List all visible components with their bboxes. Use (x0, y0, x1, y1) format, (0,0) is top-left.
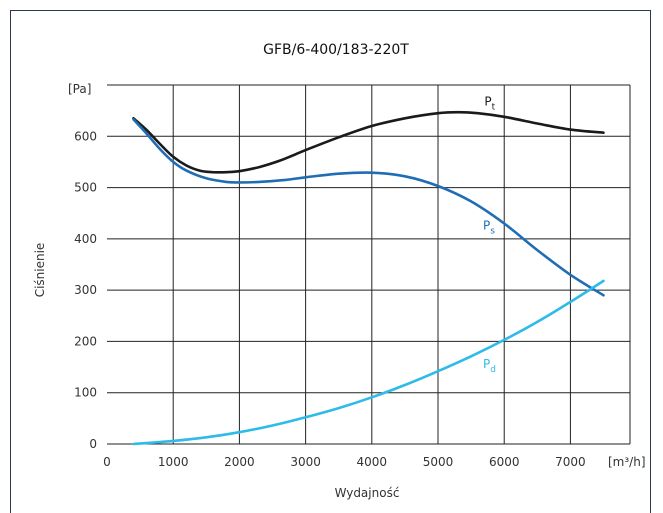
x-tick-label: 6000 (489, 455, 520, 469)
x-tick-label: 2000 (224, 455, 255, 469)
chart-frame (10, 10, 651, 513)
y-tick-label: 200 (74, 334, 97, 348)
x-unit-label: [m³/h] (608, 455, 646, 469)
series-lines (132, 110, 605, 446)
series-line-Pd (132, 279, 605, 446)
y-tick-labels: 0 100 200 300 400 500 600 (74, 129, 97, 451)
y-tick-label: 500 (74, 181, 97, 195)
x-tick-label: 7000 (555, 455, 586, 469)
x-tick-label: 5000 (423, 455, 454, 469)
series-line-Ps (132, 118, 605, 297)
series-label-Ps: Ps (483, 219, 495, 237)
y-tick-label: 400 (74, 232, 97, 246)
y-axis-label: Ciśnienie (33, 243, 47, 298)
series-line-Pt (132, 110, 605, 174)
chart-title: GFB/6-400/183-220T (263, 42, 409, 58)
series-label-Pd: Pd (483, 357, 496, 375)
series-labels: Pt Ps Pd (483, 95, 496, 376)
x-axis-label: Wydajność (335, 486, 400, 500)
x-tick-label: 4000 (357, 455, 388, 469)
y-unit-label: [Pa] (68, 82, 91, 96)
y-tick-label: 0 (89, 437, 97, 451)
x-tick-label: 0 (103, 455, 111, 469)
y-tick-label: 600 (74, 129, 97, 143)
grid (107, 84, 631, 445)
x-tick-labels: 0 1000 2000 3000 4000 5000 6000 7000 (103, 455, 586, 469)
y-tick-label: 300 (74, 283, 97, 297)
series-label-Pt: Pt (484, 95, 495, 113)
x-tick-label: 3000 (290, 455, 321, 469)
x-tick-label: 1000 (158, 455, 189, 469)
y-tick-label: 100 (74, 386, 97, 400)
